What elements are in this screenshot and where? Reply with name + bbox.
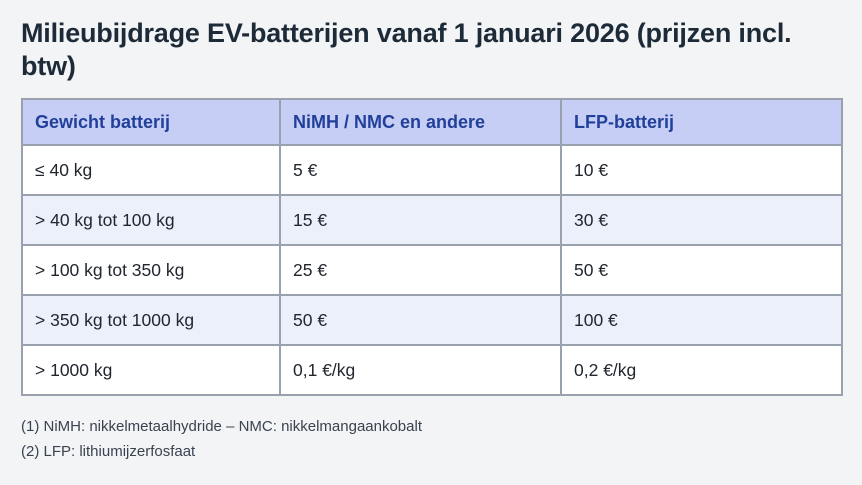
table-row: > 1000 kg 0,1 €/kg 0,2 €/kg [21, 344, 843, 396]
column-header-weight: Gewicht batterij [21, 98, 281, 146]
table-cell-lfp-price: 10 € [560, 144, 843, 196]
table-cell-nimh-price: 15 € [279, 194, 562, 246]
table-cell-nimh-price: 50 € [279, 294, 562, 346]
table-cell-weight: > 1000 kg [21, 344, 281, 396]
battery-fee-table: Gewicht batterij NiMH / NMC en andere LF… [21, 98, 843, 396]
table-cell-nimh-price: 5 € [279, 144, 562, 196]
table-row: > 100 kg tot 350 kg 25 € 50 € [21, 244, 843, 296]
table-cell-lfp-price: 100 € [560, 294, 843, 346]
footnotes: (1) NiMH: nikkelmetaalhydride – NMC: nik… [21, 414, 841, 464]
table-cell-weight: ≤ 40 kg [21, 144, 281, 196]
table-cell-lfp-price: 50 € [560, 244, 843, 296]
page-title: Milieubijdrage EV-batterijen vanaf 1 jan… [21, 18, 792, 81]
table-cell-lfp-price: 30 € [560, 194, 843, 246]
table-cell-weight: > 100 kg tot 350 kg [21, 244, 281, 296]
table-row: > 350 kg tot 1000 kg 50 € 100 € [21, 294, 843, 346]
column-header-nimh-nmc: NiMH / NMC en andere [279, 98, 562, 146]
footnote-2: (2) LFP: lithiumijzerfosfaat [21, 443, 196, 460]
table-cell-nimh-price: 0,1 €/kg [279, 344, 562, 396]
column-header-lfp: LFP-batterij [560, 98, 843, 146]
table-row: ≤ 40 kg 5 € 10 € [21, 144, 843, 196]
table-header-row: Gewicht batterij NiMH / NMC en andere LF… [21, 98, 843, 146]
table-cell-weight: > 350 kg tot 1000 kg [21, 294, 281, 346]
table-cell-nimh-price: 25 € [279, 244, 562, 296]
table-row: > 40 kg tot 100 kg 15 € 30 € [21, 194, 843, 246]
table-cell-lfp-price: 0,2 €/kg [560, 344, 843, 396]
footnote-1: (1) NiMH: nikkelmetaalhydride – NMC: nik… [21, 418, 422, 435]
table-cell-weight: > 40 kg tot 100 kg [21, 194, 281, 246]
page: Milieubijdrage EV-batterijen vanaf 1 jan… [21, 18, 843, 464]
